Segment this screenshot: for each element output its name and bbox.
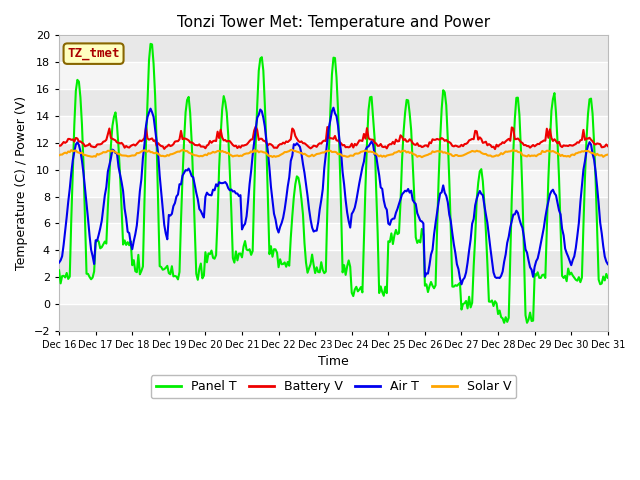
Panel T xyxy=(540,272,548,277)
Bar xyxy=(59,196,608,223)
Panel T xyxy=(604,275,612,281)
Panel T xyxy=(70,122,78,128)
Battery V xyxy=(604,143,612,149)
Battery V xyxy=(388,141,396,147)
Bar xyxy=(59,143,608,169)
Y-axis label: Temperature (C) / Power (V): Temperature (C) / Power (V) xyxy=(15,96,28,270)
Panel T xyxy=(147,41,154,47)
Solar V xyxy=(289,147,296,153)
Air T xyxy=(369,142,377,147)
Battery V xyxy=(369,137,377,143)
Solar V xyxy=(369,149,377,155)
Solar V xyxy=(55,153,63,158)
Air T xyxy=(540,225,548,231)
Line: Panel T: Panel T xyxy=(59,44,608,323)
Solar V xyxy=(418,154,426,160)
Battery V xyxy=(400,137,408,143)
Title: Tonzi Tower Met: Temperature and Power: Tonzi Tower Met: Temperature and Power xyxy=(177,15,490,30)
Solar V xyxy=(604,152,612,157)
Bar xyxy=(59,277,608,304)
Legend: Panel T, Battery V, Air T, Solar V: Panel T, Battery V, Air T, Solar V xyxy=(151,375,516,398)
Panel T xyxy=(500,320,508,326)
Bar xyxy=(59,62,608,89)
Line: Battery V: Battery V xyxy=(59,127,608,149)
Air T xyxy=(388,217,396,223)
Panel T xyxy=(159,267,166,273)
Bar xyxy=(59,116,608,143)
Panel T xyxy=(388,230,396,236)
Solar V xyxy=(70,148,78,154)
Line: Air T: Air T xyxy=(59,108,608,284)
X-axis label: Time: Time xyxy=(318,355,349,369)
Air T xyxy=(55,260,63,265)
Battery V xyxy=(70,139,78,144)
Bar xyxy=(59,169,608,196)
Solar V xyxy=(400,148,408,154)
Air T xyxy=(330,105,337,110)
Bar xyxy=(59,223,608,250)
Battery V xyxy=(540,138,548,144)
Bar xyxy=(59,250,608,277)
Air T xyxy=(157,189,165,195)
Air T xyxy=(458,281,465,287)
Air T xyxy=(400,190,408,195)
Air T xyxy=(604,261,612,267)
Panel T xyxy=(369,114,377,120)
Solar V xyxy=(388,152,396,157)
Text: TZ_tmet: TZ_tmet xyxy=(67,47,120,60)
Battery V xyxy=(491,146,499,152)
Panel T xyxy=(400,129,408,135)
Panel T xyxy=(55,267,63,273)
Bar xyxy=(59,304,608,331)
Battery V xyxy=(55,143,63,148)
Bar xyxy=(59,36,608,62)
Solar V xyxy=(157,153,165,159)
Solar V xyxy=(540,149,548,155)
Bar xyxy=(59,89,608,116)
Line: Solar V: Solar V xyxy=(59,150,608,157)
Battery V xyxy=(157,143,165,149)
Air T xyxy=(70,149,78,155)
Battery V xyxy=(252,124,260,130)
